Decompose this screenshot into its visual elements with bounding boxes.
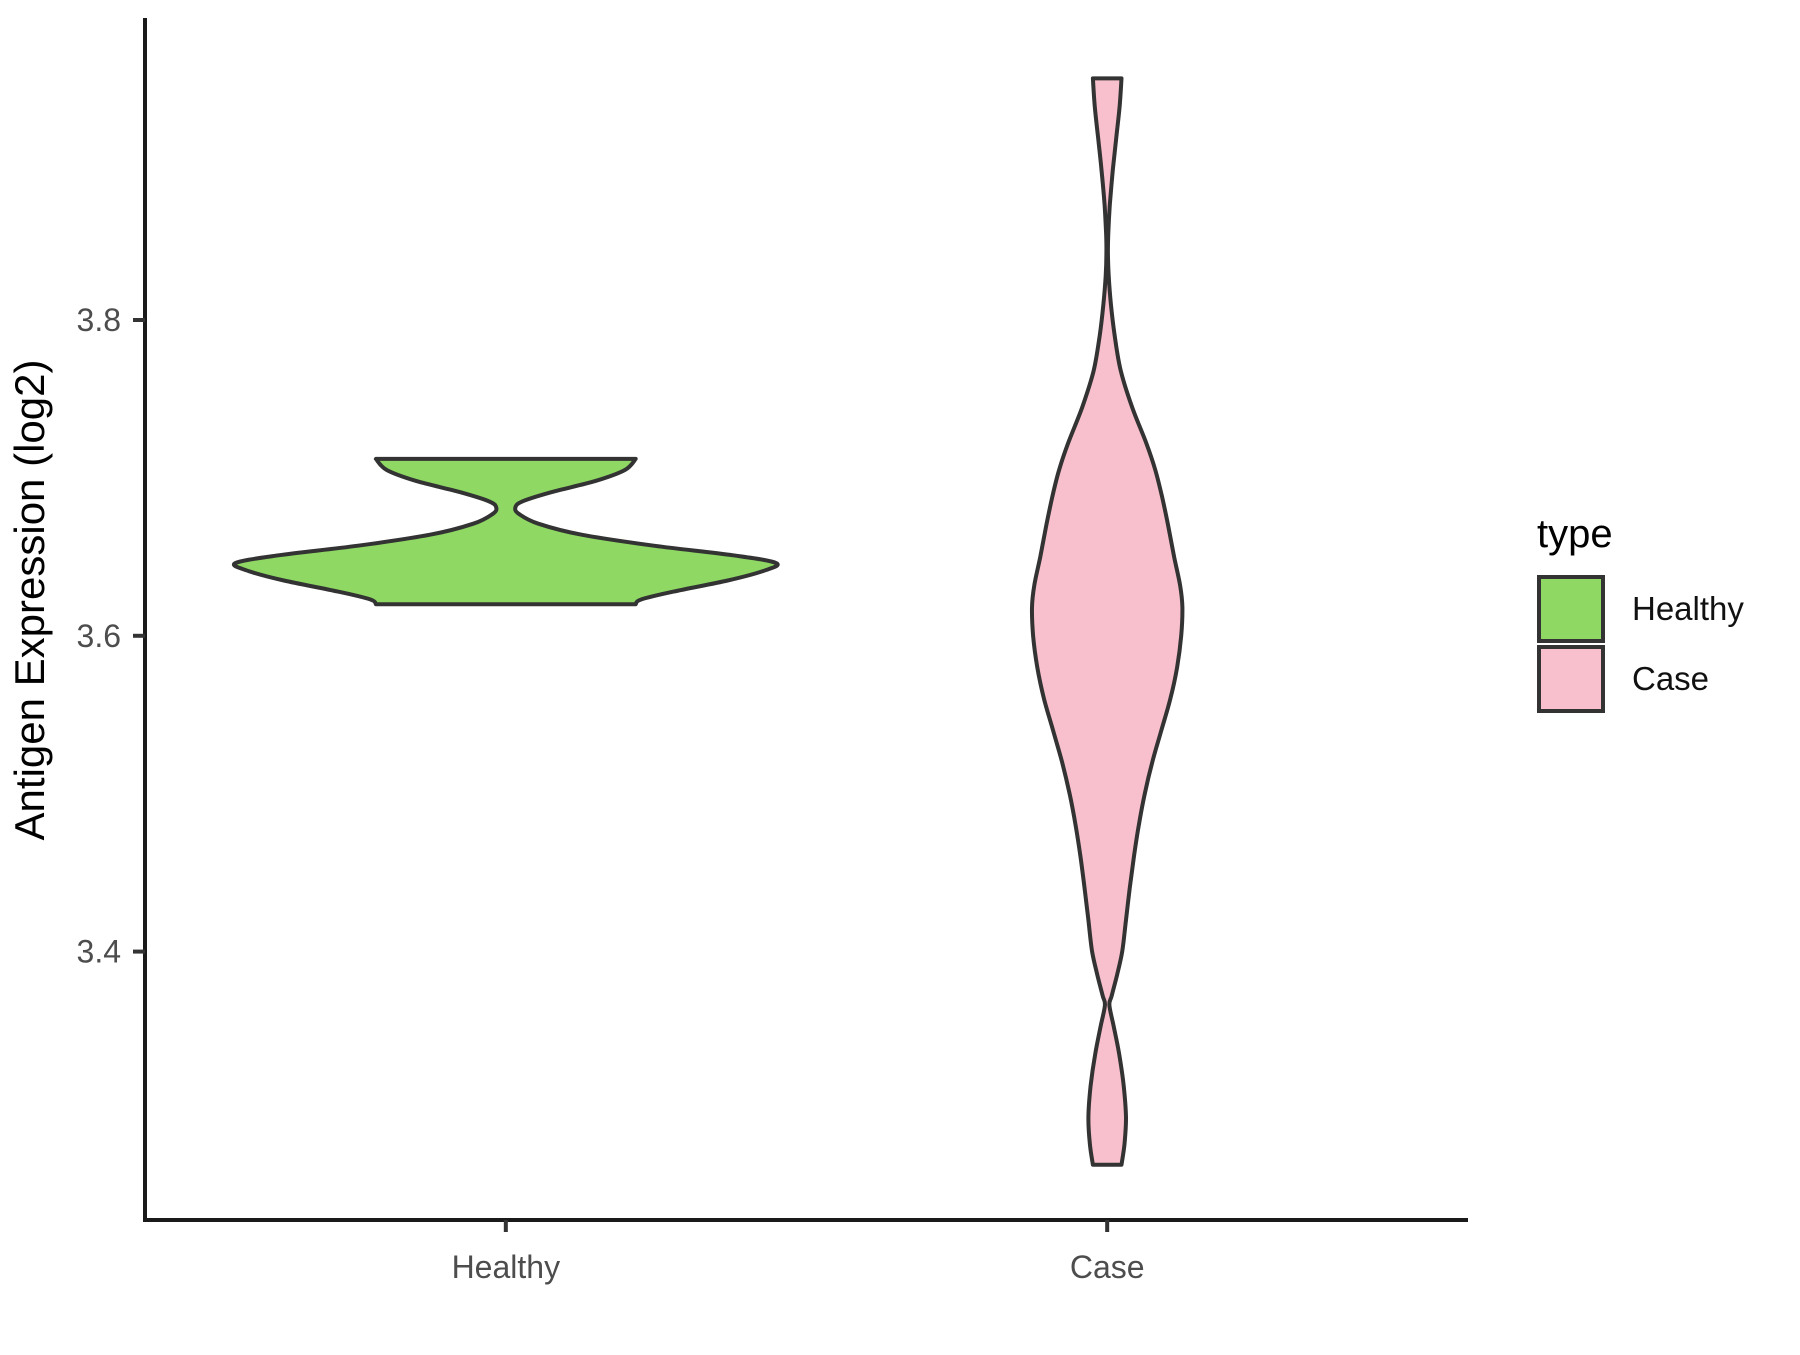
legend-label-healthy: Healthy bbox=[1632, 590, 1744, 627]
x-ticks: Healthy Case bbox=[452, 1220, 1145, 1285]
legend: type Healthy Case bbox=[1537, 512, 1744, 715]
legend-title: type bbox=[1537, 512, 1613, 556]
x-axis: Healthy Case bbox=[143, 1218, 1468, 1285]
y-axis: 3.4 3.6 3.8 Antigen Expression (log2) bbox=[6, 18, 147, 1222]
y-tick-label: 3.8 bbox=[77, 302, 121, 338]
x-tick-label: Case bbox=[1070, 1249, 1145, 1285]
legend-item-case: Case bbox=[1537, 645, 1744, 713]
x-tick-label: Healthy bbox=[452, 1249, 561, 1285]
violins bbox=[232, 76, 1185, 1167]
legend-item-healthy: Healthy bbox=[1537, 575, 1744, 643]
violin-healthy bbox=[232, 456, 780, 607]
y-axis-title: Antigen Expression (log2) bbox=[6, 360, 53, 841]
y-tick-label: 3.4 bbox=[77, 934, 121, 970]
y-tick-label: 3.6 bbox=[77, 618, 121, 654]
legend-label-case: Case bbox=[1632, 660, 1710, 697]
legend-swatch-case bbox=[1537, 645, 1605, 713]
legend-swatch-healthy bbox=[1537, 575, 1605, 643]
violin-case bbox=[1029, 76, 1185, 1167]
y-ticks: 3.4 3.6 3.8 bbox=[77, 302, 145, 970]
